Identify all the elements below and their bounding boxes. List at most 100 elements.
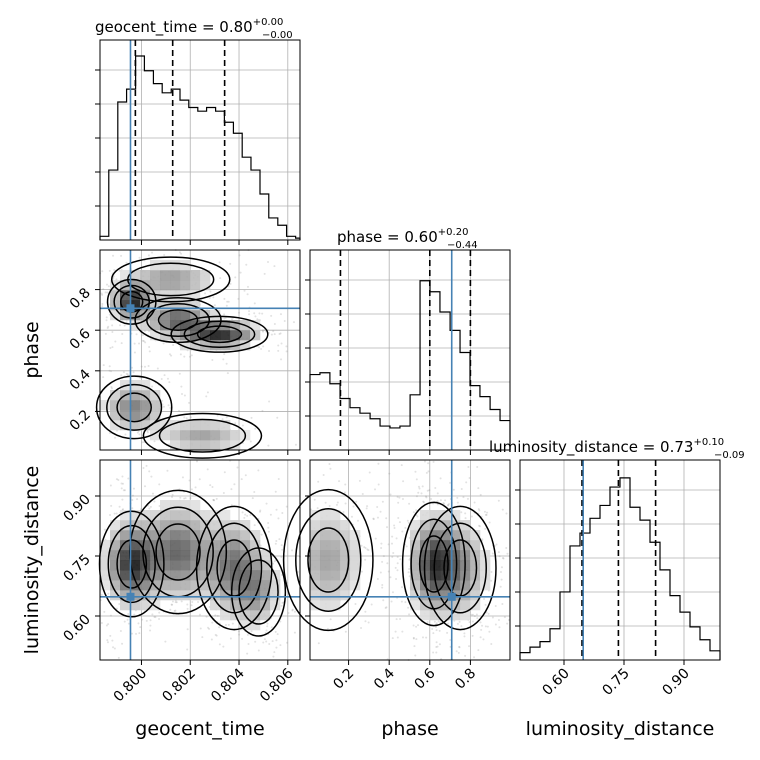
scatter-point <box>494 604 497 607</box>
scatter-point <box>110 370 113 373</box>
density-cell <box>170 430 181 441</box>
density-cell <box>190 300 201 311</box>
scatter-point <box>174 601 177 604</box>
scatter-point <box>490 571 493 574</box>
density-cell <box>240 570 251 581</box>
scatter-point <box>181 392 184 395</box>
density-cell <box>450 510 461 521</box>
scatter-point <box>111 324 114 327</box>
scatter-point <box>447 622 450 625</box>
y-tick-label: 0.90 <box>60 492 93 525</box>
density-cell <box>430 530 441 541</box>
density-cell <box>150 320 161 331</box>
scatter-point <box>447 504 450 507</box>
scatter-point <box>270 626 273 629</box>
scatter-point <box>366 505 369 508</box>
density-cell <box>150 410 161 421</box>
scatter-point <box>415 638 418 641</box>
scatter-point <box>487 612 490 615</box>
density-cell <box>200 590 211 601</box>
density-cell <box>140 540 151 551</box>
density-cell <box>110 530 121 541</box>
scatter-point <box>246 514 249 517</box>
scatter-point <box>471 613 474 616</box>
density-cell <box>240 600 251 611</box>
density-cell <box>440 510 451 521</box>
density-cell <box>140 400 151 411</box>
density-cell <box>170 330 181 341</box>
density-cell <box>170 310 181 321</box>
scatter-point <box>280 604 283 607</box>
scatter-point <box>399 618 402 621</box>
scatter-point <box>274 630 277 633</box>
scatter-point <box>291 609 294 612</box>
scatter-point <box>365 507 368 510</box>
scatter-point <box>432 651 435 654</box>
scatter-point <box>283 320 286 323</box>
density-cell <box>140 580 151 591</box>
density-cell <box>340 530 351 541</box>
scatter-point <box>169 608 172 611</box>
scatter-point <box>185 417 188 420</box>
scatter-point <box>335 503 338 506</box>
scatter-point <box>390 600 393 603</box>
contour-line <box>423 505 497 631</box>
scatter-point <box>163 374 166 377</box>
scatter-point <box>131 499 134 502</box>
scatter-point <box>213 499 216 502</box>
scatter-point <box>125 261 128 264</box>
scatter-point <box>219 277 222 280</box>
density-cell <box>340 580 351 591</box>
scatter-point <box>241 424 244 427</box>
ylabel-luminosity-distance: luminosity_distance <box>21 466 43 655</box>
scatter-point <box>238 311 241 314</box>
xlabel-geocent-time: geocent_time <box>135 718 264 740</box>
scatter-point <box>415 625 418 628</box>
scatter-point <box>277 349 280 352</box>
x-tick-label: 0.90 <box>659 666 692 699</box>
ylabel-phase: phase <box>21 321 43 378</box>
scatter-point <box>186 648 189 651</box>
scatter-point <box>408 613 411 616</box>
hist-panel-luminosity-distance <box>515 459 721 665</box>
scatter-point <box>477 649 480 652</box>
density-cell <box>170 510 181 521</box>
scatter-point <box>475 613 478 616</box>
density-cell <box>410 540 421 551</box>
panel-frame <box>309 459 511 661</box>
density-cell <box>310 560 321 571</box>
density-cell <box>110 390 121 401</box>
scatter-point <box>246 652 249 655</box>
density-cell <box>140 310 151 321</box>
density-cell <box>430 560 441 571</box>
scatter-point <box>498 555 501 558</box>
scatter-point <box>142 466 145 469</box>
density-cell <box>200 550 211 561</box>
scatter-point <box>367 621 370 624</box>
scatter-point <box>500 566 503 569</box>
density-cell <box>130 300 141 311</box>
density-cell <box>170 590 181 601</box>
y-tick-label: 0.60 <box>60 612 93 645</box>
scatter-point <box>316 507 319 510</box>
scatter-point <box>286 641 289 644</box>
scatter-point <box>190 604 193 607</box>
density-cell <box>350 530 361 541</box>
scatter-point <box>281 511 284 514</box>
scatter-point <box>194 486 197 489</box>
density-cell <box>130 290 141 301</box>
density-cell <box>200 530 211 541</box>
scatter-point <box>143 330 146 333</box>
density-cell <box>190 580 201 591</box>
scatter-point <box>214 614 217 617</box>
scatter-point <box>291 608 294 611</box>
density-cell <box>170 500 181 511</box>
scatter-point <box>164 640 167 643</box>
density-cell <box>140 320 151 331</box>
scatter-point <box>226 300 229 303</box>
density-cell <box>130 320 141 331</box>
scatter-point <box>229 262 232 265</box>
contour-line <box>146 303 211 338</box>
scatter-point <box>499 585 502 588</box>
scatter-point <box>191 600 194 603</box>
